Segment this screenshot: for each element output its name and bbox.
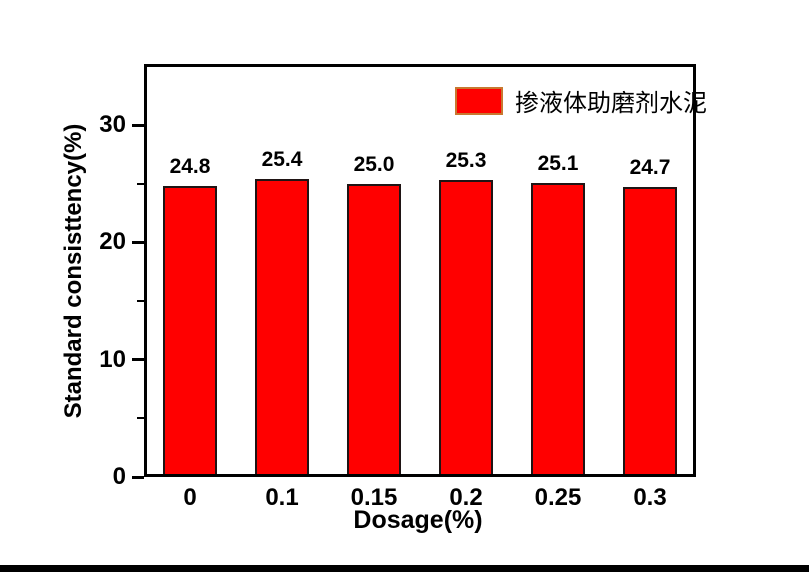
legend: 掺液体助磨剂水泥	[455, 83, 707, 118]
x-tick-label: 0.3	[633, 484, 667, 511]
y-major-tick	[132, 123, 144, 127]
y-minor-tick	[137, 300, 144, 302]
x-tick-label: 0	[183, 484, 197, 511]
bar-value-label: 25.4	[261, 147, 303, 171]
y-tick-label: 0	[112, 463, 126, 490]
x-tick-label: 0.2	[449, 484, 483, 511]
bottom-rule	[0, 565, 809, 572]
bar-value-label: 24.8	[169, 155, 211, 179]
y-minor-tick	[137, 182, 144, 185]
bar-value-label: 24.7	[629, 156, 671, 180]
y-tick-label: 30	[99, 111, 126, 138]
y-tick-label: 10	[99, 345, 126, 373]
y-tick-label: 20	[99, 228, 126, 256]
x-tick-label: 0.1	[265, 484, 299, 511]
y-minor-tick	[137, 417, 144, 420]
y-major-tick	[132, 475, 144, 479]
plot-frame	[144, 64, 696, 477]
bar	[531, 182, 585, 474]
y-major-tick	[132, 240, 144, 244]
bar	[163, 186, 217, 474]
legend-swatch-icon	[455, 86, 503, 115]
bar	[347, 183, 401, 474]
y-axis-title: Standard consisttency(%)	[60, 123, 87, 419]
bar-value-label: 25.0	[353, 152, 395, 176]
x-axis-title: Dosage(%)	[353, 506, 483, 534]
x-tick-label: 0.25	[534, 484, 582, 511]
y-major-tick	[132, 358, 144, 362]
legend-label: 掺液体助磨剂水泥	[515, 89, 707, 117]
bar-value-label: 25.3	[445, 149, 487, 173]
x-tick-label: 0.15	[350, 484, 398, 511]
bar	[255, 178, 309, 474]
bar-value-label: 25.1	[537, 151, 579, 175]
bar	[623, 187, 677, 474]
bar	[439, 180, 493, 474]
